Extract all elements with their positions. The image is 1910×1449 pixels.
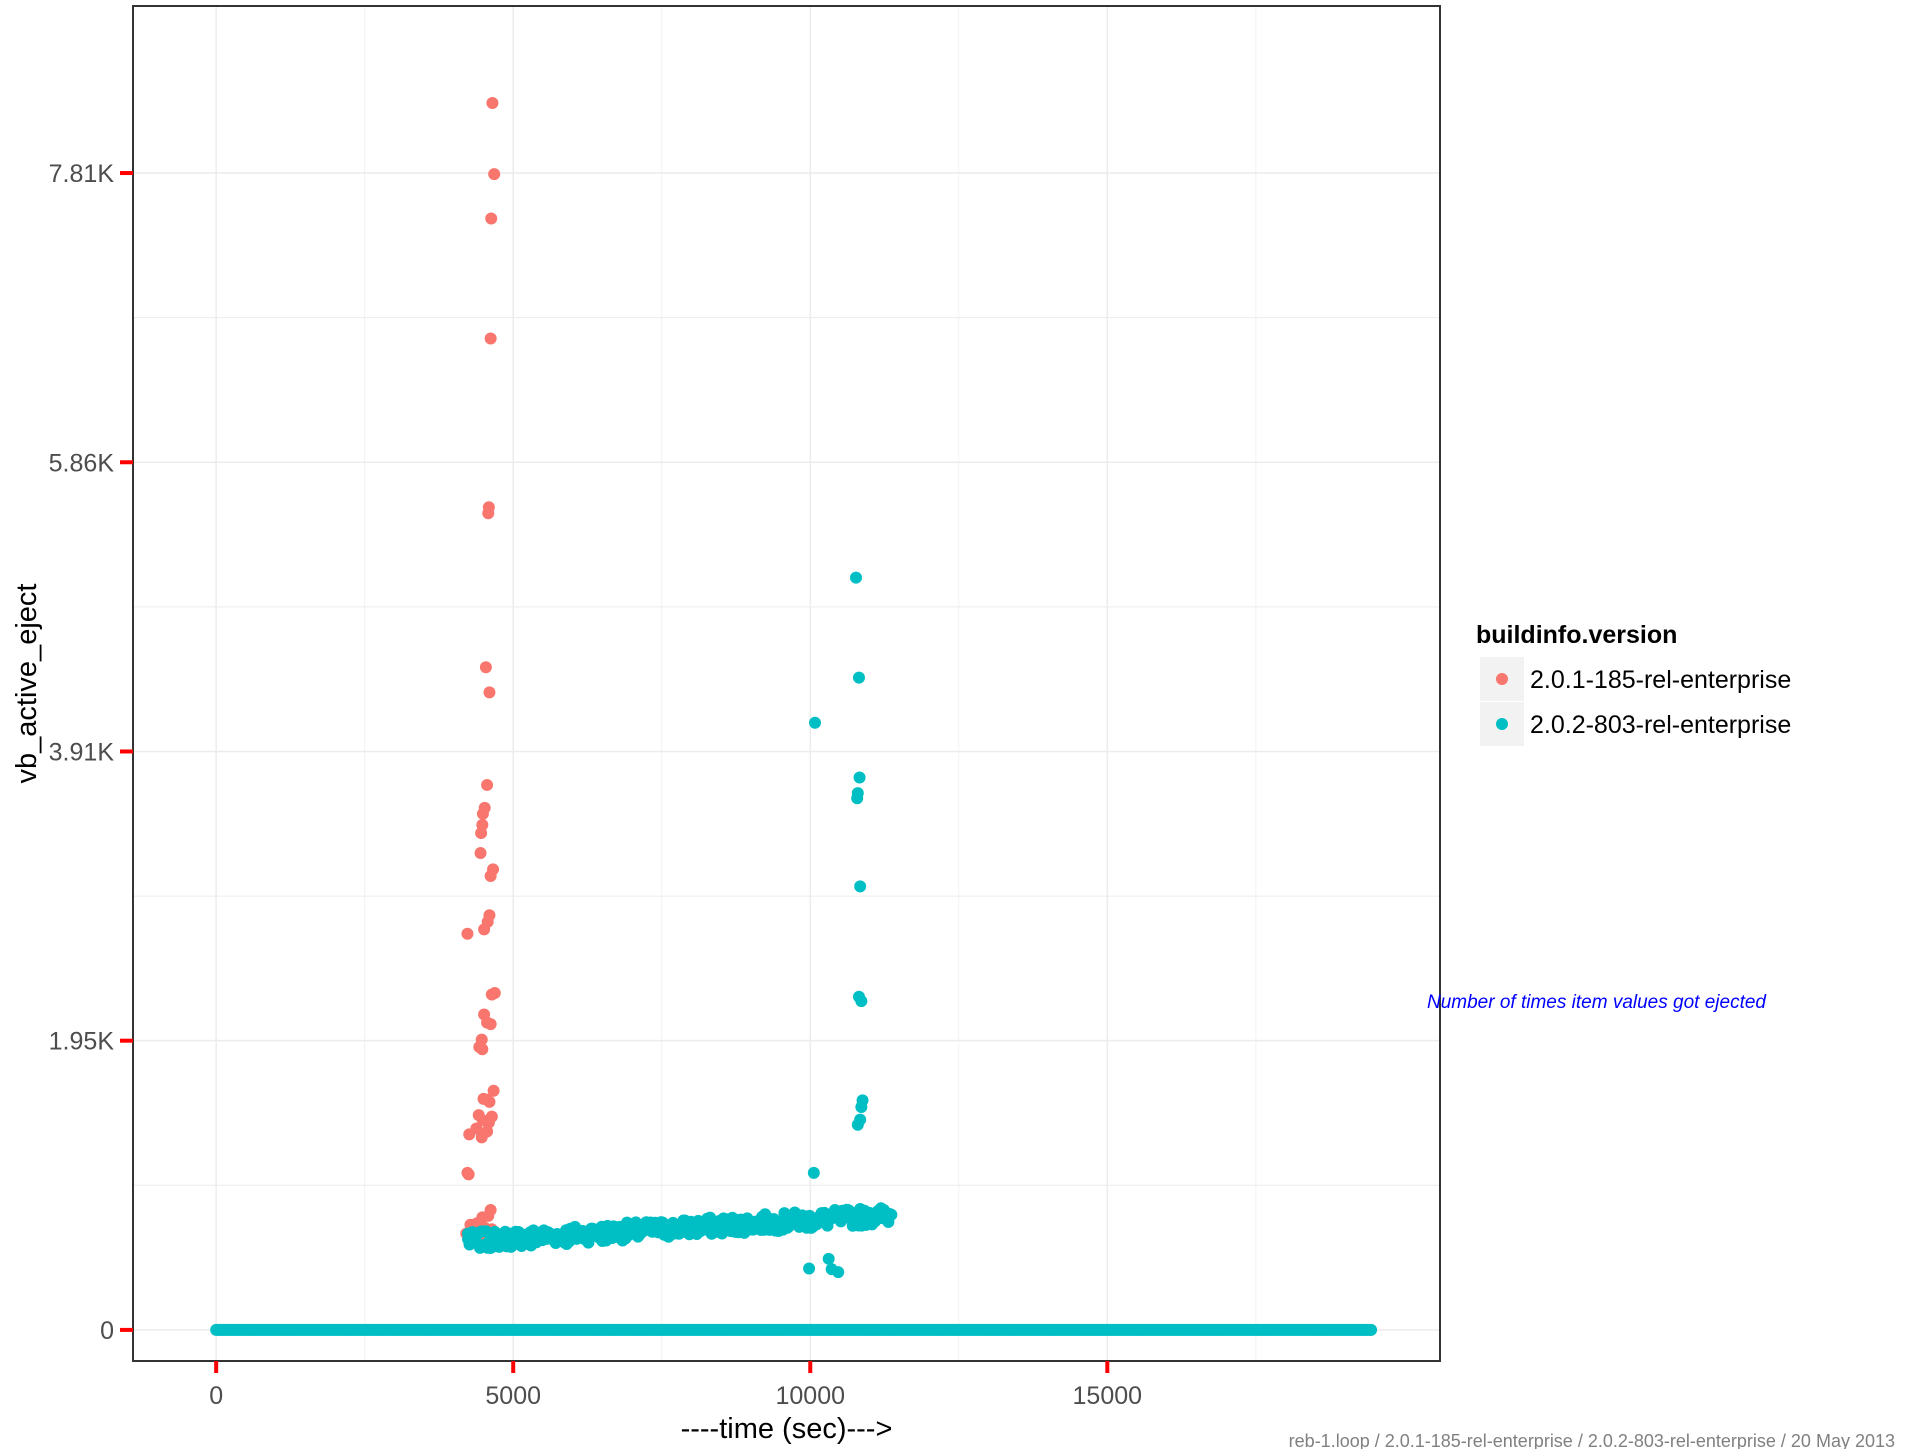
series-1-point bbox=[483, 686, 496, 699]
series-2-point bbox=[792, 1212, 805, 1225]
series-1-point bbox=[473, 1041, 486, 1054]
legend: buildinfo.version 2.0.1-185-rel-enterpri… bbox=[1476, 621, 1791, 746]
series-1-point bbox=[482, 507, 495, 520]
x-axis-title: ----time (sec)---> bbox=[681, 1413, 893, 1445]
series-baseline bbox=[210, 1323, 1378, 1336]
series-2-point bbox=[845, 1213, 858, 1226]
legend-label-1: 2.0.1-185-rel-enterprise bbox=[1530, 666, 1791, 694]
legend-title: buildinfo.version bbox=[1476, 621, 1677, 649]
series-2-point bbox=[631, 1230, 644, 1243]
caption: reb-1.loop / 2.0.1-185-rel-enterprise / … bbox=[1289, 1431, 1895, 1449]
legend-key-2 bbox=[1496, 718, 1508, 730]
series-1-point bbox=[487, 1084, 500, 1097]
plot-panel bbox=[132, 5, 1441, 1362]
series-2-point bbox=[462, 1227, 475, 1240]
series-2-point bbox=[855, 1101, 868, 1114]
series-1-point bbox=[485, 212, 498, 225]
y-axis-title: vb_active_eject bbox=[11, 584, 43, 784]
series-2-point bbox=[560, 1238, 573, 1251]
series-2-point bbox=[489, 1236, 502, 1249]
series-2-point bbox=[542, 1231, 555, 1244]
series-1-point bbox=[478, 923, 491, 936]
series-2-point bbox=[685, 1220, 698, 1233]
y-tick-label: 1.95K bbox=[49, 1028, 115, 1056]
series-1-point bbox=[484, 332, 497, 345]
series-2-point bbox=[596, 1235, 609, 1248]
series-2-point bbox=[774, 1219, 787, 1232]
series-1-point bbox=[483, 1095, 496, 1108]
series-2-point bbox=[721, 1218, 734, 1231]
series-2-point bbox=[756, 1215, 769, 1228]
legend-label-2: 2.0.2-803-rel-enterprise bbox=[1530, 711, 1791, 739]
x-tick-label: 10000 bbox=[775, 1382, 845, 1410]
series-1-point bbox=[481, 778, 494, 791]
series-2-point bbox=[507, 1233, 520, 1246]
series-2-point bbox=[854, 880, 867, 893]
series-2-point bbox=[851, 792, 864, 805]
series-1-point bbox=[463, 1128, 476, 1141]
series-2-point bbox=[851, 1118, 864, 1131]
series-1-point bbox=[479, 661, 492, 674]
annotation: Number of times item values got ejected bbox=[1427, 992, 1767, 1013]
x-tick-label: 5000 bbox=[485, 1382, 541, 1410]
x-tick-label: 15000 bbox=[1073, 1382, 1143, 1410]
series-2-point bbox=[809, 716, 822, 729]
y-tick-label: 5.86K bbox=[49, 449, 115, 477]
series-2-baseline-point bbox=[1365, 1323, 1378, 1336]
series-2-point bbox=[855, 995, 868, 1008]
series-2-point bbox=[828, 1210, 841, 1223]
series-1-point bbox=[481, 1016, 494, 1029]
series-2-band-point bbox=[778, 1207, 791, 1220]
series-2-point bbox=[832, 1266, 845, 1279]
series-1-point bbox=[486, 96, 499, 109]
series-2-point bbox=[853, 771, 866, 784]
series-2-point bbox=[822, 1252, 835, 1265]
series-1-point bbox=[485, 988, 498, 1001]
series-2-point bbox=[649, 1223, 662, 1236]
series-1-point bbox=[476, 807, 489, 820]
series-2-point bbox=[852, 671, 865, 684]
series-2-point bbox=[703, 1224, 716, 1237]
series-2-point bbox=[881, 1209, 894, 1222]
series-2-point bbox=[525, 1239, 538, 1252]
series-2-point bbox=[863, 1206, 876, 1219]
series-1-point bbox=[481, 1125, 494, 1138]
series-1-point bbox=[461, 927, 474, 940]
data-points bbox=[460, 96, 898, 1279]
series-2-point bbox=[667, 1227, 680, 1240]
series-2-point bbox=[850, 571, 863, 584]
x-tick-label: 0 bbox=[209, 1382, 223, 1410]
y-tick-label: 7.81K bbox=[49, 160, 115, 188]
series-1-point bbox=[474, 847, 487, 860]
series-2-point bbox=[803, 1262, 816, 1275]
legend-key-1 bbox=[1496, 673, 1508, 685]
y-tick-label: 0 bbox=[100, 1317, 114, 1345]
axes: 0 5000 10000 15000 0 1.95K 3.91K 5.86K 7.81K bbox=[49, 160, 1142, 1410]
series-2-point bbox=[738, 1221, 751, 1234]
grid bbox=[133, 6, 1440, 1361]
series-2-point bbox=[475, 1240, 488, 1253]
series-2-point bbox=[614, 1226, 627, 1239]
series-1-point bbox=[484, 870, 497, 883]
series-1-point bbox=[475, 827, 488, 840]
series-2-point bbox=[810, 1217, 823, 1230]
series-1-point bbox=[462, 1168, 475, 1181]
series-2-point bbox=[578, 1229, 591, 1242]
series-1-point bbox=[485, 1110, 498, 1123]
y-tick-label: 3.91K bbox=[49, 738, 115, 766]
series-2-point bbox=[807, 1166, 820, 1179]
series-1-point bbox=[488, 168, 501, 181]
